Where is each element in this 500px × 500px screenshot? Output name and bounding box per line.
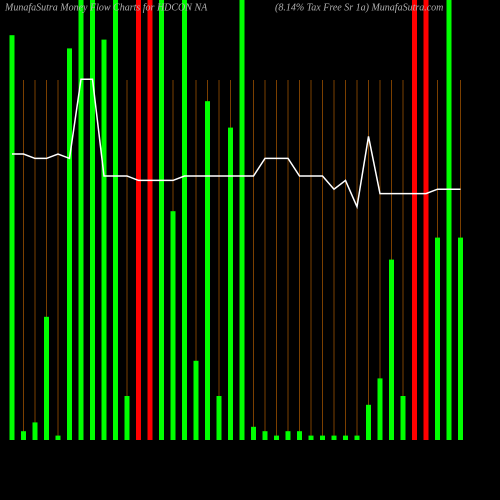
- chart-subtitle: (8.14% Tax Free Sr 1a) MunafaSutra.com: [275, 2, 443, 13]
- bar: [21, 431, 26, 440]
- bar: [308, 435, 314, 440]
- bar: [377, 378, 383, 440]
- bar: [331, 435, 337, 440]
- money-flow-line: [12, 78, 461, 210]
- bar: [228, 127, 233, 440]
- bar: [193, 360, 199, 440]
- bar: [205, 101, 210, 440]
- bar: [32, 422, 38, 440]
- bar: [90, 0, 95, 440]
- bar: [113, 0, 118, 440]
- bar: [435, 237, 440, 440]
- bar: [343, 435, 348, 440]
- bar: [124, 396, 130, 440]
- bar: [216, 396, 222, 440]
- bar: [320, 435, 325, 440]
- bar: [147, 0, 153, 440]
- bar: [239, 0, 245, 440]
- bar: [262, 431, 268, 440]
- bar: [67, 48, 72, 441]
- bar: [170, 211, 176, 440]
- bar: [366, 404, 371, 440]
- bar: [182, 0, 187, 440]
- bar: [274, 435, 279, 440]
- bar: [44, 316, 49, 440]
- bar: [354, 435, 360, 440]
- chart-title: MunafaSutra Money Flow Charts for HDCON …: [4, 2, 208, 13]
- bar: [297, 431, 302, 440]
- bar: [285, 431, 291, 440]
- bar: [458, 237, 463, 440]
- bar: [55, 435, 61, 440]
- bar: [136, 0, 141, 440]
- bar: [446, 0, 452, 440]
- bar: [400, 396, 406, 440]
- bar: [101, 39, 107, 440]
- bar: [9, 35, 15, 440]
- bar: [159, 0, 164, 440]
- bar: [78, 0, 84, 440]
- bar: [251, 426, 256, 440]
- marks: [9, 0, 463, 441]
- bar: [412, 0, 417, 440]
- bar: [389, 259, 394, 440]
- bar: [423, 0, 429, 440]
